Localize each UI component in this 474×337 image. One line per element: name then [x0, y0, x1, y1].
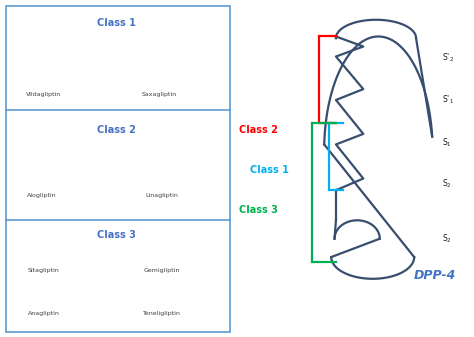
Text: Gemigliptin: Gemigliptin: [144, 268, 180, 273]
Text: S'$_1$: S'$_1$: [442, 94, 454, 106]
Text: Vildagliptin: Vildagliptin: [26, 92, 62, 97]
Text: DPP-4: DPP-4: [414, 269, 456, 282]
Text: Linagliptin: Linagliptin: [145, 193, 178, 198]
Text: S$_1$: S$_1$: [442, 136, 452, 149]
Text: Teneligliptin: Teneligliptin: [143, 311, 181, 316]
Text: Saxagliptin: Saxagliptin: [142, 92, 177, 97]
Text: Class 2: Class 2: [97, 125, 137, 135]
Text: Class 3: Class 3: [239, 205, 278, 215]
Text: S$_2$: S$_2$: [442, 233, 452, 245]
Text: Class 2: Class 2: [239, 125, 278, 135]
Text: Class 3: Class 3: [97, 231, 137, 240]
Text: S$_2$: S$_2$: [442, 177, 452, 190]
Text: Class 1: Class 1: [250, 165, 289, 175]
Text: S'$_2$: S'$_2$: [442, 52, 454, 64]
Text: Alogliptin: Alogliptin: [27, 193, 56, 198]
Text: Class 1: Class 1: [97, 18, 137, 28]
Text: Sitagliptin: Sitagliptin: [28, 268, 60, 273]
Text: Anagliptin: Anagliptin: [28, 311, 60, 316]
